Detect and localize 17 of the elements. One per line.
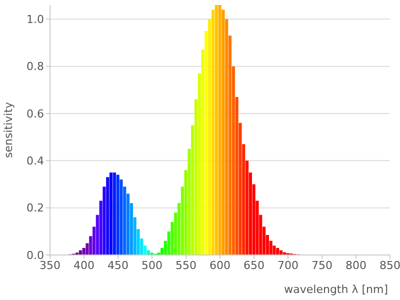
y-tick-label: 0.8 [26, 60, 44, 74]
x-tick-label: 850 [380, 258, 400, 272]
y-tick-label: 0.4 [26, 154, 44, 168]
x-tick-label: 450 [108, 258, 128, 272]
y-tick-label: 0.2 [26, 202, 44, 215]
x-tick-label: 800 [346, 258, 366, 272]
x-tick-label: 600 [210, 258, 230, 272]
y-axis-title: sensitivity [2, 102, 15, 158]
x-tick-label: 550 [176, 258, 196, 272]
x-tick-label: 500 [142, 258, 162, 272]
x-tick-label: 750 [312, 258, 332, 272]
y-tick-label: 0.6 [26, 107, 44, 120]
x-tick-label: 700 [278, 258, 298, 272]
x-axis-title: wavelength λ [nm] [284, 283, 388, 296]
y-tick-label: 1.0 [26, 13, 44, 26]
x-tick-label: 400 [74, 258, 94, 272]
x-tick-label: 650 [244, 258, 264, 272]
